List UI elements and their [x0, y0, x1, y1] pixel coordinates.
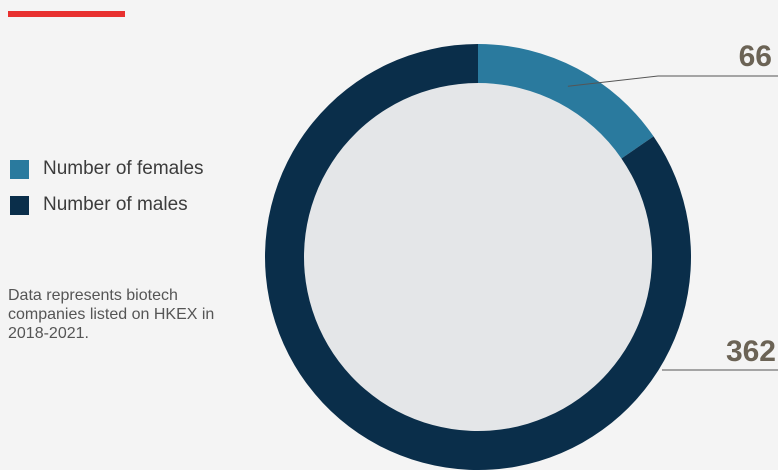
- legend: Number of females Number of males: [10, 155, 204, 227]
- leader-line-females: [567, 75, 778, 87]
- value-label-males: 362: [726, 335, 776, 368]
- legend-label-females: Number of females: [43, 158, 204, 179]
- legend-label-males: Number of males: [43, 194, 188, 215]
- legend-swatch-males: [10, 195, 29, 215]
- legend-item-males: Number of males: [10, 191, 204, 219]
- donut-segment-females: [478, 44, 654, 159]
- legend-swatch-females: [10, 159, 29, 179]
- legend-item-females: Number of females: [10, 155, 204, 183]
- data-source-note: Data represents biotech companies listed…: [8, 287, 215, 342]
- donut-center: [304, 83, 652, 431]
- accent-bar: [8, 11, 125, 17]
- value-label-females: 66: [739, 40, 772, 73]
